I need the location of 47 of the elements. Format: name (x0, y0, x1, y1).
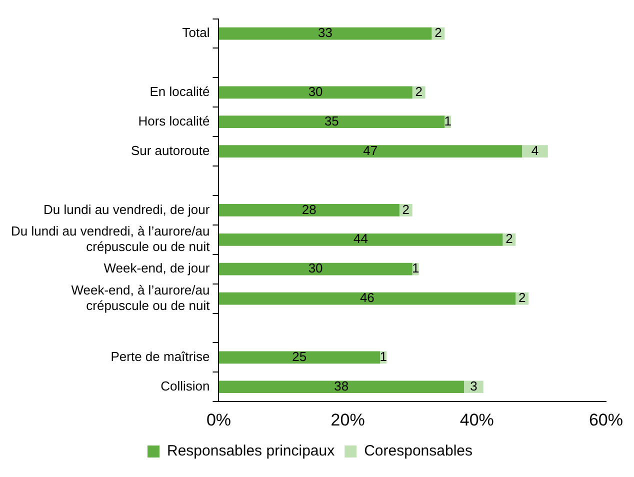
y-tick-label: Week-end, à l’aurore/au crépuscule ou de nuit (71, 282, 210, 313)
data-label: 1 (412, 260, 420, 276)
bar (218, 262, 412, 276)
bar (218, 27, 432, 40)
y-tick-label: Perte de maîtrise (110, 349, 210, 364)
x-tick-label: 20% (330, 410, 365, 430)
bar (218, 380, 464, 394)
data-label: 30 (308, 84, 323, 99)
y-tick-label: Hors localité (138, 113, 210, 128)
x-tick-label: 0% (206, 410, 232, 430)
data-label: 47 (363, 142, 378, 158)
data-label: 30 (308, 260, 323, 276)
y-tick-label: Du lundi au vendredi, à l’aurore/au crépuscule ou de nuit (10, 223, 210, 254)
legend-label: Responsables principaux (167, 442, 336, 460)
data-label: 2 (402, 202, 410, 217)
data-label: 35 (324, 113, 339, 128)
y-tick-label: En localité (150, 84, 210, 99)
data-label: 1 (444, 113, 452, 128)
data-label: 44 (353, 231, 368, 246)
data-label: 2 (415, 84, 422, 99)
bar (218, 233, 503, 246)
data-label: 25 (292, 349, 307, 364)
bar (218, 204, 400, 216)
bar (218, 116, 445, 128)
bar (218, 86, 412, 99)
bar (218, 145, 522, 158)
y-tick-label: Collision (160, 378, 210, 394)
data-label: 28 (302, 202, 316, 217)
data-label: 46 (360, 290, 374, 306)
data-label: 38 (334, 378, 349, 394)
data-label: 2 (506, 231, 513, 246)
bar (218, 292, 516, 305)
bar (218, 351, 380, 364)
y-tick-label: Du lundi au vendredi, de jour (44, 202, 210, 217)
x-tick-label: 60% (588, 410, 624, 430)
bar (522, 145, 548, 158)
y-tick-label: Total (182, 25, 210, 40)
data-label: 2 (434, 25, 442, 40)
legend-label: Coresponsables (364, 442, 473, 460)
data-label: 2 (518, 290, 526, 306)
data-label: 3 (470, 378, 478, 394)
y-tick-label: Week-end, de jour (104, 260, 210, 276)
data-label: 1 (380, 349, 387, 364)
y-tick-label: Sur autoroute (130, 142, 210, 158)
data-label: 4 (531, 142, 539, 158)
data-label: 33 (318, 25, 332, 40)
x-tick-label: 40% (460, 410, 494, 430)
